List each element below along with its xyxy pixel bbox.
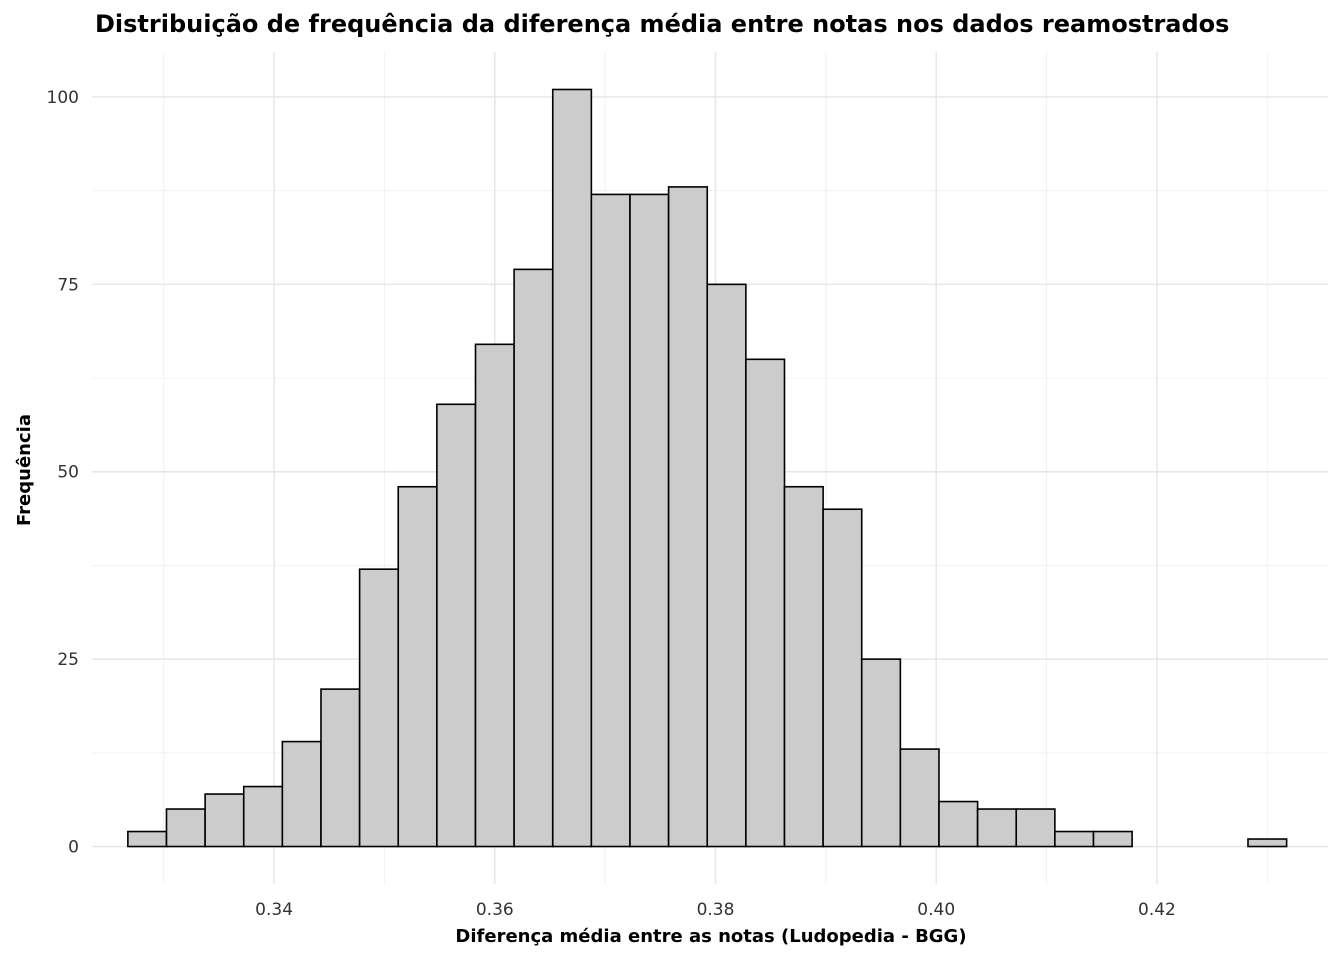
histogram-bar <box>397 485 438 848</box>
histogram-bar <box>281 740 322 848</box>
histogram-bar <box>127 830 168 848</box>
x-tick-label: 0.34 <box>255 900 293 920</box>
histogram-bar <box>1054 830 1095 848</box>
y-axis-ticks: 0 25 50 75 100 <box>47 88 79 858</box>
histogram-bar <box>629 193 670 848</box>
histogram-bar <box>204 793 245 848</box>
histogram-bar <box>706 283 747 848</box>
histogram-bar <box>513 268 554 848</box>
y-tick-label: 25 <box>57 650 79 670</box>
histogram-bar <box>976 808 1018 848</box>
y-tick-label: 0 <box>68 838 79 858</box>
histogram-bar <box>590 193 631 848</box>
histogram-bar <box>320 688 361 848</box>
histogram-bar <box>938 800 979 848</box>
histogram-bar <box>822 508 863 848</box>
x-axis-title: Diferença média entre as notas (Ludopedi… <box>455 926 966 947</box>
histogram-bar <box>551 88 593 848</box>
histogram-bar <box>242 785 284 848</box>
histogram-bars <box>127 88 1288 848</box>
histogram-bar <box>358 568 400 848</box>
y-axis-title: Frequência <box>14 414 35 526</box>
histogram-bar <box>783 485 824 848</box>
histogram-bar <box>899 748 940 848</box>
grid <box>92 52 1328 884</box>
histogram-bar <box>860 658 902 848</box>
x-tick-label: 0.36 <box>476 900 514 920</box>
histogram-bar <box>1015 808 1056 848</box>
histogram-bar <box>165 808 206 848</box>
x-axis-ticks: 0.34 0.36 0.38 0.40 0.42 <box>255 900 1176 920</box>
histogram-bar <box>1092 830 1133 848</box>
y-tick-label: 75 <box>57 275 79 295</box>
x-tick-label: 0.42 <box>1138 900 1176 920</box>
histogram-bar <box>436 403 477 848</box>
x-tick-label: 0.38 <box>697 900 735 920</box>
x-tick-label: 0.40 <box>917 900 955 920</box>
histogram-bar <box>474 343 515 848</box>
y-tick-label: 100 <box>47 88 79 108</box>
histogram-bar <box>745 358 786 848</box>
histogram-bar <box>667 186 709 848</box>
y-tick-label: 50 <box>57 463 79 483</box>
histogram-bar <box>1247 838 1288 848</box>
chart-title: Distribuição de frequência da diferença … <box>95 10 1230 38</box>
